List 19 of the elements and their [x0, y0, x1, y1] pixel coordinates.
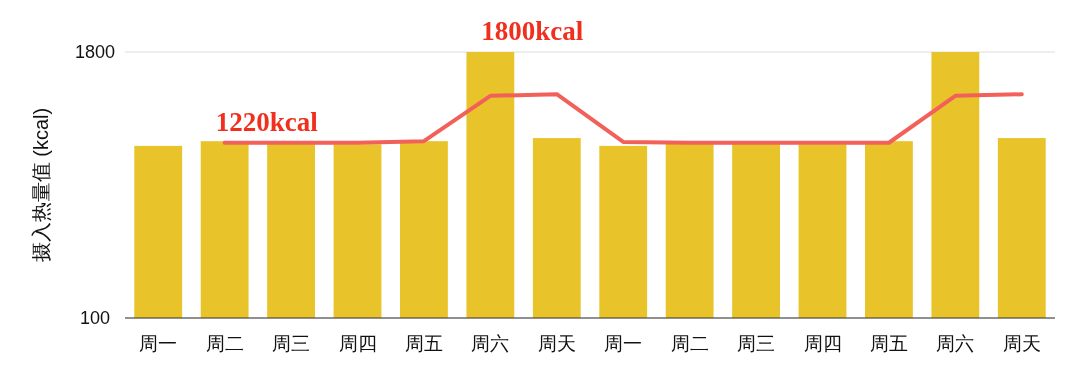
x-tick-label: 周六 — [471, 333, 510, 354]
x-tick-label: 周天 — [1002, 333, 1041, 354]
x-tick-label: 周天 — [537, 333, 576, 354]
x-tick-label: 周二 — [205, 333, 244, 354]
x-tick-label: 周六 — [936, 333, 975, 354]
annotation: 1220kcal — [215, 106, 319, 137]
x-tick-label: 周四 — [338, 333, 377, 354]
annotation: 1800kcal — [481, 16, 584, 46]
y-tick-label: 1800 — [74, 42, 116, 62]
x-tick-label: 周五 — [404, 333, 443, 354]
y-axis-title: 摄入热量值 (kcal) — [30, 107, 52, 263]
x-tick-label: 周一 — [139, 333, 178, 354]
y-tick-label: 100 — [79, 308, 111, 328]
x-tick-label: 周三 — [272, 333, 311, 354]
x-tick-label: 周三 — [737, 333, 776, 354]
x-tick-label: 周一 — [604, 333, 643, 354]
x-tick-label: 周二 — [670, 333, 709, 354]
x-tick-label: 周五 — [869, 333, 908, 354]
x-tick-label: 周四 — [803, 333, 842, 354]
